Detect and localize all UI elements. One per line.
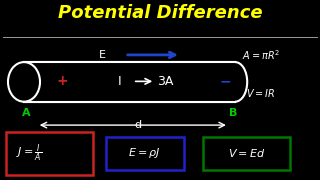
Bar bbox=[203, 137, 290, 170]
Bar bbox=[106, 137, 184, 170]
Text: 3A: 3A bbox=[157, 75, 173, 88]
Text: $A = \pi R^2$: $A = \pi R^2$ bbox=[242, 48, 280, 62]
Text: $E = \rho J$: $E = \rho J$ bbox=[128, 147, 161, 160]
Ellipse shape bbox=[8, 62, 40, 102]
Text: +: + bbox=[57, 74, 68, 88]
Text: E: E bbox=[99, 50, 106, 60]
Bar bbox=[24, 62, 235, 102]
Text: $V = Ed$: $V = Ed$ bbox=[228, 147, 265, 159]
Text: $V = IR$: $V = IR$ bbox=[246, 87, 276, 99]
Text: d: d bbox=[134, 120, 141, 130]
Text: $J = \frac{I}{A}$: $J = \frac{I}{A}$ bbox=[16, 143, 42, 164]
Text: Potential Difference: Potential Difference bbox=[58, 4, 262, 22]
Ellipse shape bbox=[223, 62, 247, 102]
Text: I: I bbox=[118, 75, 122, 88]
Bar bbox=[222, 62, 235, 102]
Text: B: B bbox=[229, 107, 237, 118]
Text: −: − bbox=[220, 74, 231, 88]
Bar bbox=[6, 132, 93, 175]
Text: A: A bbox=[22, 107, 30, 118]
